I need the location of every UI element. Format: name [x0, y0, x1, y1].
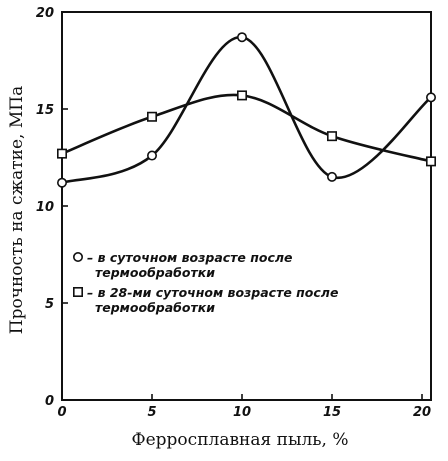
- legend-text: – в суточном возрасте после: [87, 250, 293, 265]
- y-tick-label: 5: [45, 297, 54, 312]
- y-tick-label: 15: [36, 103, 54, 118]
- series-circle: [56, 32, 436, 188]
- legend-text: – в 28-ми суточном возрасте после: [87, 285, 338, 300]
- legend-text: термообработки: [95, 265, 215, 280]
- y-tick-label: 10: [36, 200, 54, 215]
- x-axis-label: Ферросплавная пыль, %: [132, 430, 349, 450]
- data-point-circle: [147, 150, 158, 161]
- data-point-circle: [326, 171, 337, 182]
- plot-frame: [61, 11, 432, 401]
- axis-ticks: 0 5 10 15 20 0 5 10 15 20: [36, 6, 431, 420]
- data-point-square: [425, 156, 436, 167]
- legend-item-circle: – в суточном возрасте послетермообработк…: [73, 250, 293, 280]
- legend-marker-square: [73, 286, 84, 297]
- data-point-square: [147, 111, 158, 122]
- data-point-circle: [425, 92, 436, 103]
- x-tick-label: 0: [57, 405, 66, 420]
- x-tick-label: 15: [323, 405, 341, 420]
- data-point-circle: [56, 177, 67, 188]
- y-tick-label: 0: [45, 394, 54, 409]
- chart-legend: – в суточном возрасте послетермообработк…: [73, 250, 338, 315]
- series-line: [60, 35, 433, 185]
- legend-item-square: – в 28-ми суточном возрасте послетермооб…: [73, 285, 338, 315]
- series-square: [56, 90, 436, 167]
- x-tick-label: 5: [147, 405, 156, 420]
- y-axis-label: Прочность на сжатие, МПа: [7, 86, 27, 334]
- x-tick-label: 20: [413, 405, 431, 420]
- y-tick-label: 20: [36, 6, 54, 21]
- legend-marker-circle: [73, 252, 84, 263]
- chart-series: [56, 32, 436, 188]
- series-line: [60, 93, 433, 163]
- plot-axes: [61, 11, 432, 401]
- x-tick-label: 10: [233, 405, 251, 420]
- data-point-square: [56, 148, 67, 159]
- data-point-square: [237, 90, 248, 101]
- legend-text: термообработки: [95, 300, 215, 315]
- data-point-circle: [237, 32, 248, 43]
- data-point-square: [326, 131, 337, 142]
